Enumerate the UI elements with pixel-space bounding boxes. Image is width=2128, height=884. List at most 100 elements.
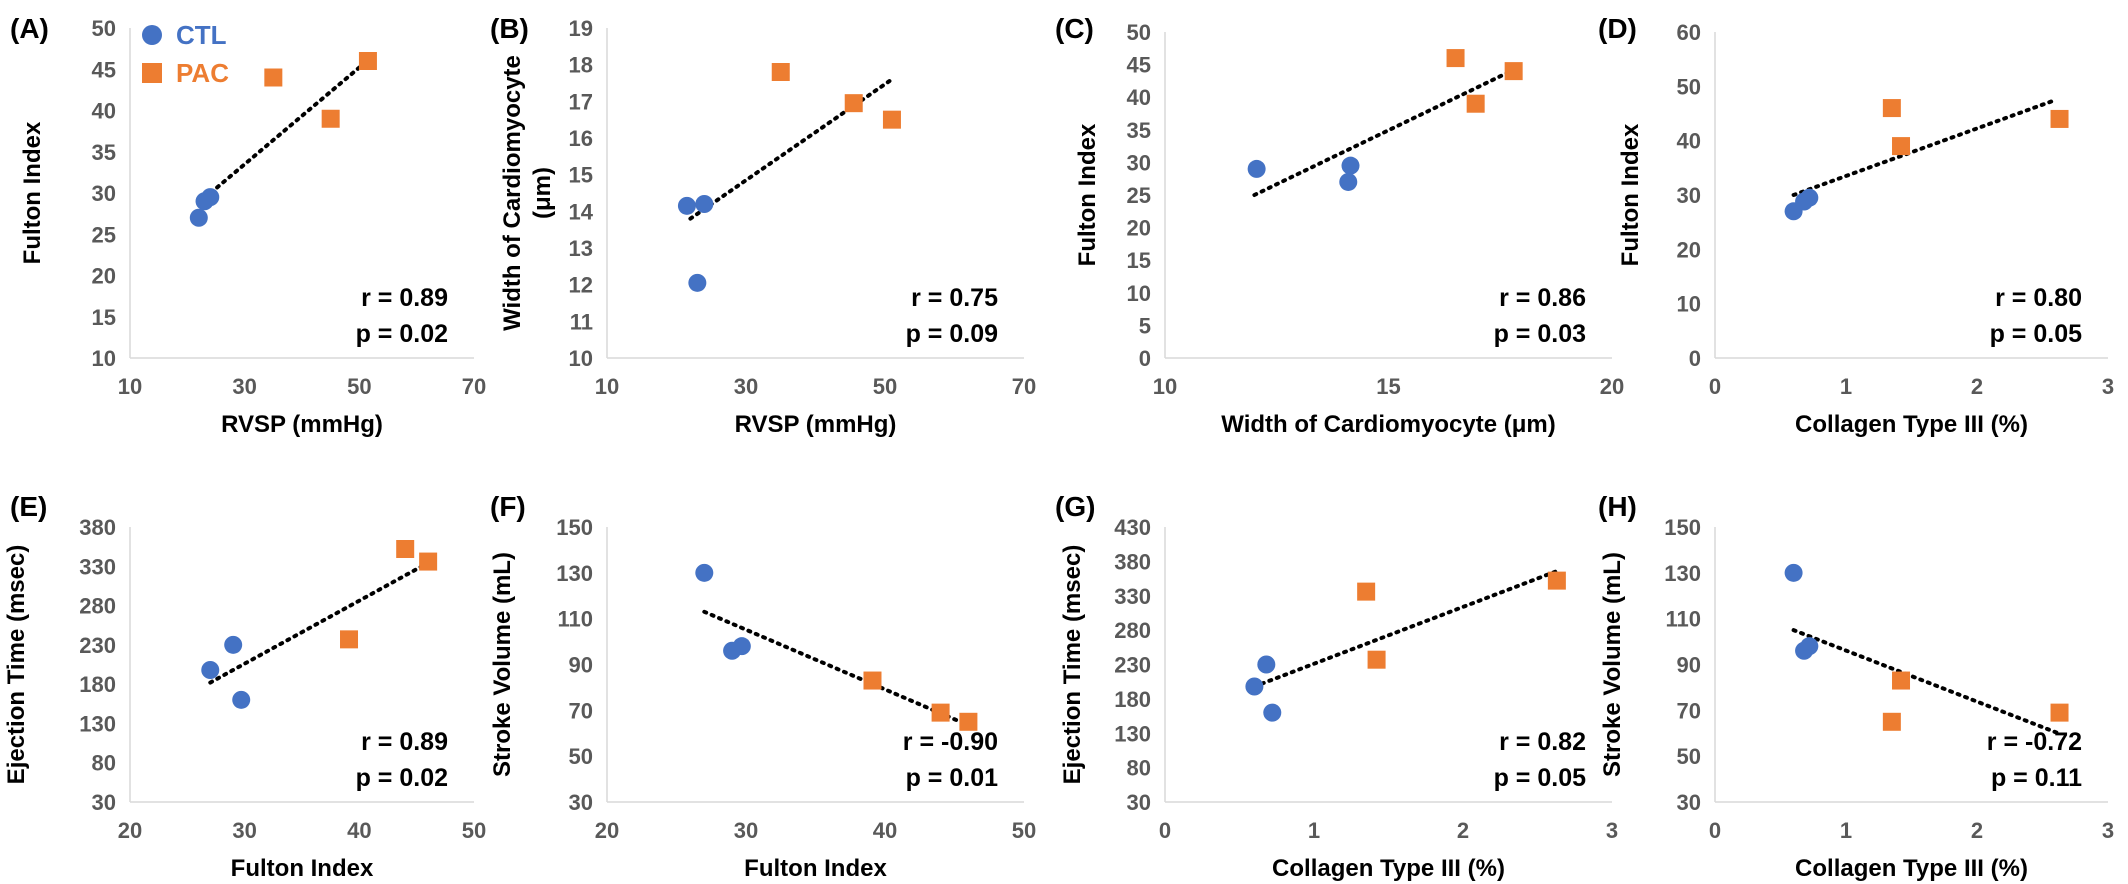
x-tick-label: 3 (1606, 818, 1618, 843)
panel-a: 10 15 20 25 30 35 40 45 50 10 30 50 70 RVSP (mmHg) Ful… (10, 13, 486, 438)
pac-point (1357, 582, 1376, 601)
pac-point (1466, 94, 1485, 113)
r-value: r = 0.89 (361, 284, 448, 312)
y-tick-label: 180 (1114, 687, 1151, 712)
x-tick-label: 2 (1971, 818, 1983, 843)
ctl-point (201, 188, 220, 207)
panel-h: 30 50 70 90 110 130 150 0 1 2 3 Collagen Type III (… (1598, 491, 2114, 882)
y-tick-label: 60 (1677, 20, 1701, 45)
y-tick-label: 15 (569, 163, 593, 188)
y-tick-label: 130 (556, 561, 593, 586)
y-tick-label: 90 (569, 653, 593, 678)
y-tick-label: 110 (1666, 607, 1702, 632)
y-tick-label: 35 (1127, 118, 1151, 143)
ctl-point (1247, 159, 1266, 178)
pac-point (882, 110, 901, 129)
y-axis-label: Fulton Index (1074, 123, 1101, 266)
ctl-point (201, 661, 220, 679)
y-tick-label: 15 (1127, 248, 1151, 273)
y-tick-label: 17 (569, 89, 593, 114)
pac-point (1892, 137, 1911, 156)
pac-point (1892, 671, 1911, 690)
p-value: p = 0.09 (906, 320, 998, 348)
x-tick-label: 70 (1012, 374, 1036, 399)
ctl-point (677, 196, 696, 215)
ctl-point (1800, 188, 1819, 207)
r-value: r = 0.89 (361, 728, 448, 756)
y-tick-label: 30 (1677, 790, 1701, 815)
pac-point (340, 630, 359, 649)
y-axis-label: Width of Cardiomyocyte (μm) (499, 55, 556, 331)
trendline (702, 609, 971, 728)
ctl-point (224, 635, 243, 654)
y-tick-label: 13 (569, 236, 593, 261)
x-tick-label: 40 (873, 818, 897, 843)
r-value: r = 0.82 (1499, 728, 1586, 756)
y-tick-label: 10 (1127, 281, 1151, 306)
y-tick-label: 70 (569, 698, 593, 723)
y-tick-label: 50 (1127, 20, 1151, 45)
x-tick-label: 3 (2102, 818, 2114, 843)
legend-label-pac: PAC (176, 58, 229, 88)
x-axis-label: RVSP (mmHg) (735, 411, 897, 438)
ctl-point (189, 208, 208, 227)
y-tick-label: 330 (79, 554, 116, 579)
y-tick-label: 20 (92, 264, 116, 289)
y-tick-label: 130 (1114, 721, 1151, 746)
ctl-point (1800, 637, 1819, 656)
y-tick-label: 50 (1677, 744, 1701, 769)
y-tick-label: 14 (569, 199, 594, 224)
y-axis-label: Ejection Time (msec) (1059, 545, 1086, 785)
pac-point (396, 540, 415, 558)
x-tick-label: 40 (347, 818, 371, 843)
x-tick-label: 1 (1308, 818, 1320, 843)
y-axis-label: Stroke Volume (mL) (489, 552, 516, 777)
y-tick-label: 30 (569, 790, 593, 815)
y-tick-label: 80 (1127, 756, 1151, 781)
pac-point (771, 63, 790, 81)
y-tick-label: 110 (558, 607, 594, 632)
p-value: p = 0.02 (356, 764, 448, 792)
y-tick-label: 12 (569, 273, 593, 298)
x-tick-label: 50 (1012, 818, 1036, 843)
r-value: r = -0.72 (1987, 728, 2082, 756)
panel-label: (E) (10, 491, 47, 522)
panel-label: (G) (1055, 491, 1095, 522)
x-tick-label: 0 (1159, 818, 1171, 843)
trendline (688, 77, 894, 221)
panel-b: 10 11 12 13 14 15 16 17 18 19 10 30 50 70 RVSP (mmHg) W… (490, 13, 1036, 438)
y-tick-label: 25 (1127, 183, 1151, 208)
x-tick-label: 1 (1840, 374, 1852, 399)
x-tick-label: 10 (118, 374, 142, 399)
legend-pac-marker (142, 63, 162, 83)
pac-point (844, 94, 863, 113)
y-tick-label: 19 (569, 16, 593, 41)
x-tick-label: 50 (347, 374, 371, 399)
y-tick-label: 30 (1677, 183, 1701, 208)
pac-point (1367, 650, 1386, 669)
y-axis-label: Ejection Time (msec) (3, 545, 30, 785)
trendline (1791, 97, 2058, 197)
x-tick-label: 10 (1153, 374, 1177, 399)
y-tick-label: 430 (1114, 515, 1151, 540)
pac-point (863, 671, 882, 690)
panel-label: (D) (1598, 13, 1637, 44)
y-tick-label: 280 (1114, 618, 1151, 643)
y-tick-label: 40 (1677, 129, 1701, 154)
x-axis-label: Collagen Type III (%) (1795, 411, 2028, 438)
x-axis-label: Collagen Type III (%) (1272, 855, 1505, 882)
pac-point (321, 109, 340, 128)
x-axis-label: Width of Cardiomyocyte (μm) (1221, 411, 1555, 438)
pac-point (1446, 49, 1465, 68)
trendline (208, 559, 433, 685)
p-value: p = 0.03 (1494, 320, 1586, 348)
x-tick-label: 15 (1376, 374, 1400, 399)
x-tick-label: 3 (2102, 374, 2114, 399)
y-tick-label: 20 (1677, 237, 1701, 262)
y-tick-label: 130 (1664, 561, 1701, 586)
y-tick-label: 0 (1689, 346, 1701, 371)
p-value: p = 0.05 (1990, 320, 2083, 348)
y-tick-label: 280 (79, 594, 116, 619)
ctl-point (1263, 703, 1282, 722)
